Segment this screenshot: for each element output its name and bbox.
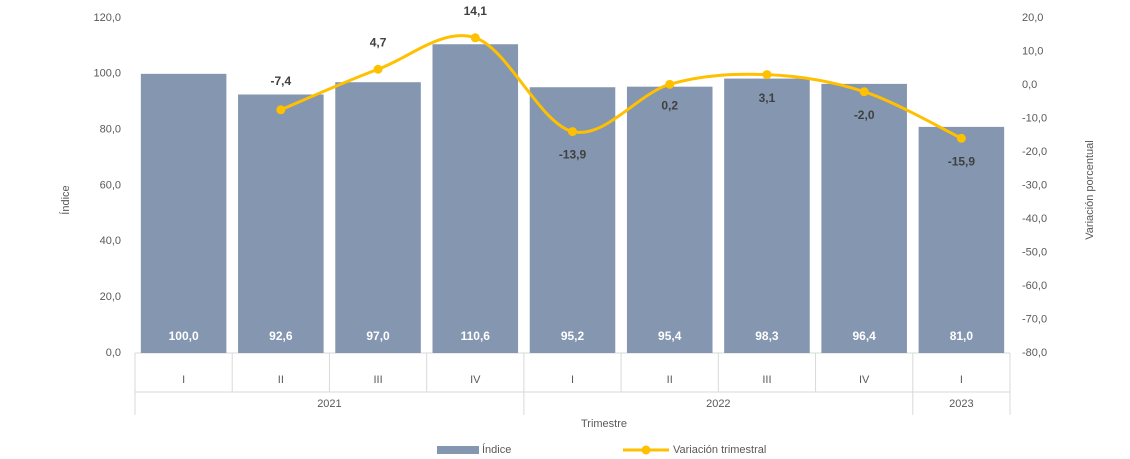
y2-axis-label: Variación porcentual (1084, 140, 1096, 239)
y2-tick-label: -60,0 (1022, 280, 1047, 292)
line (280, 34, 963, 140)
line-point (665, 79, 675, 89)
x-tick-label: IV (470, 374, 481, 386)
line-point (859, 87, 869, 97)
x-tick-label: III (373, 374, 382, 386)
bar (626, 86, 713, 354)
x-tick-label: II (278, 374, 284, 386)
bar-value-label: 92,6 (269, 329, 293, 343)
bar (724, 78, 810, 354)
line-value-label: -13,9 (559, 148, 587, 162)
y2-tick-label: -70,0 (1022, 313, 1047, 325)
y2-tick-label: -80,0 (1022, 347, 1047, 359)
y-tick-label: 100,0 (93, 68, 121, 80)
y2-tick-label: -40,0 (1022, 213, 1047, 225)
y-tick-label: 40,0 (100, 235, 121, 247)
line-value-label: -15,9 (948, 154, 976, 168)
legend-swatch (437, 446, 479, 454)
bar-value-label: 95,2 (561, 329, 585, 343)
bar (432, 44, 519, 353)
y-tick-label: 20,0 (100, 291, 121, 303)
bar-value-label: 110,6 (461, 329, 491, 343)
y-tick-label: 80,0 (100, 124, 121, 136)
bar (238, 94, 324, 353)
x-tick-label: I (571, 374, 574, 386)
legend-label: Índice (482, 443, 511, 456)
y-tick-label: 60,0 (100, 179, 121, 191)
line-value-label: 0,2 (661, 99, 678, 113)
line-value-label: -2,0 (854, 108, 875, 122)
year-label: 2023 (949, 398, 973, 410)
x-tick-label: I (960, 374, 963, 386)
x-tick-label: I (182, 374, 185, 386)
line-point (568, 127, 577, 137)
y2-tick-label: -10,0 (1022, 112, 1047, 124)
x-tick-label: III (762, 374, 771, 386)
bar-value-label: 100,0 (169, 329, 199, 343)
line-point (276, 105, 286, 115)
y2-tick-label: -50,0 (1022, 246, 1047, 258)
line-point (956, 133, 966, 143)
bar-value-label: 95,4 (658, 329, 682, 343)
y2-tick-label: 10,0 (1022, 45, 1043, 57)
y-tick-label: 120,0 (93, 12, 121, 24)
line-value-label: 4,7 (370, 35, 387, 49)
bar (821, 83, 907, 353)
y2-tick-label: -30,0 (1022, 179, 1047, 191)
line-point (470, 33, 480, 43)
bar (140, 73, 227, 353)
legend-label: Variación trimestral (673, 444, 766, 456)
bar-value-label: 98,3 (755, 329, 779, 343)
y-tick-label: 0,0 (106, 347, 121, 359)
bar (335, 82, 421, 353)
y2-tick-label: 0,0 (1022, 79, 1037, 91)
y2-tick-label: 20,0 (1022, 12, 1043, 24)
bar-value-label: 96,4 (852, 329, 876, 343)
legend-marker (641, 445, 651, 455)
bar-value-label: 97,0 (366, 329, 390, 343)
y2-tick-label: -20,0 (1022, 146, 1047, 158)
y-axis-label: Índice (59, 185, 72, 214)
year-label: 2022 (706, 398, 730, 410)
bar-value-label: 81,0 (950, 329, 974, 343)
line-point (373, 64, 383, 74)
line-value-label: 14,1 (464, 4, 488, 18)
line-value-label: -7,4 (270, 74, 291, 88)
line-value-label: 3,1 (759, 91, 776, 105)
year-label: 2021 (317, 398, 341, 410)
bar (918, 126, 1005, 353)
x-tick-label: II (667, 374, 673, 386)
x-tick-label: IV (859, 374, 870, 386)
line-point (762, 70, 772, 80)
x-axis-label: Trimestre (581, 418, 627, 430)
